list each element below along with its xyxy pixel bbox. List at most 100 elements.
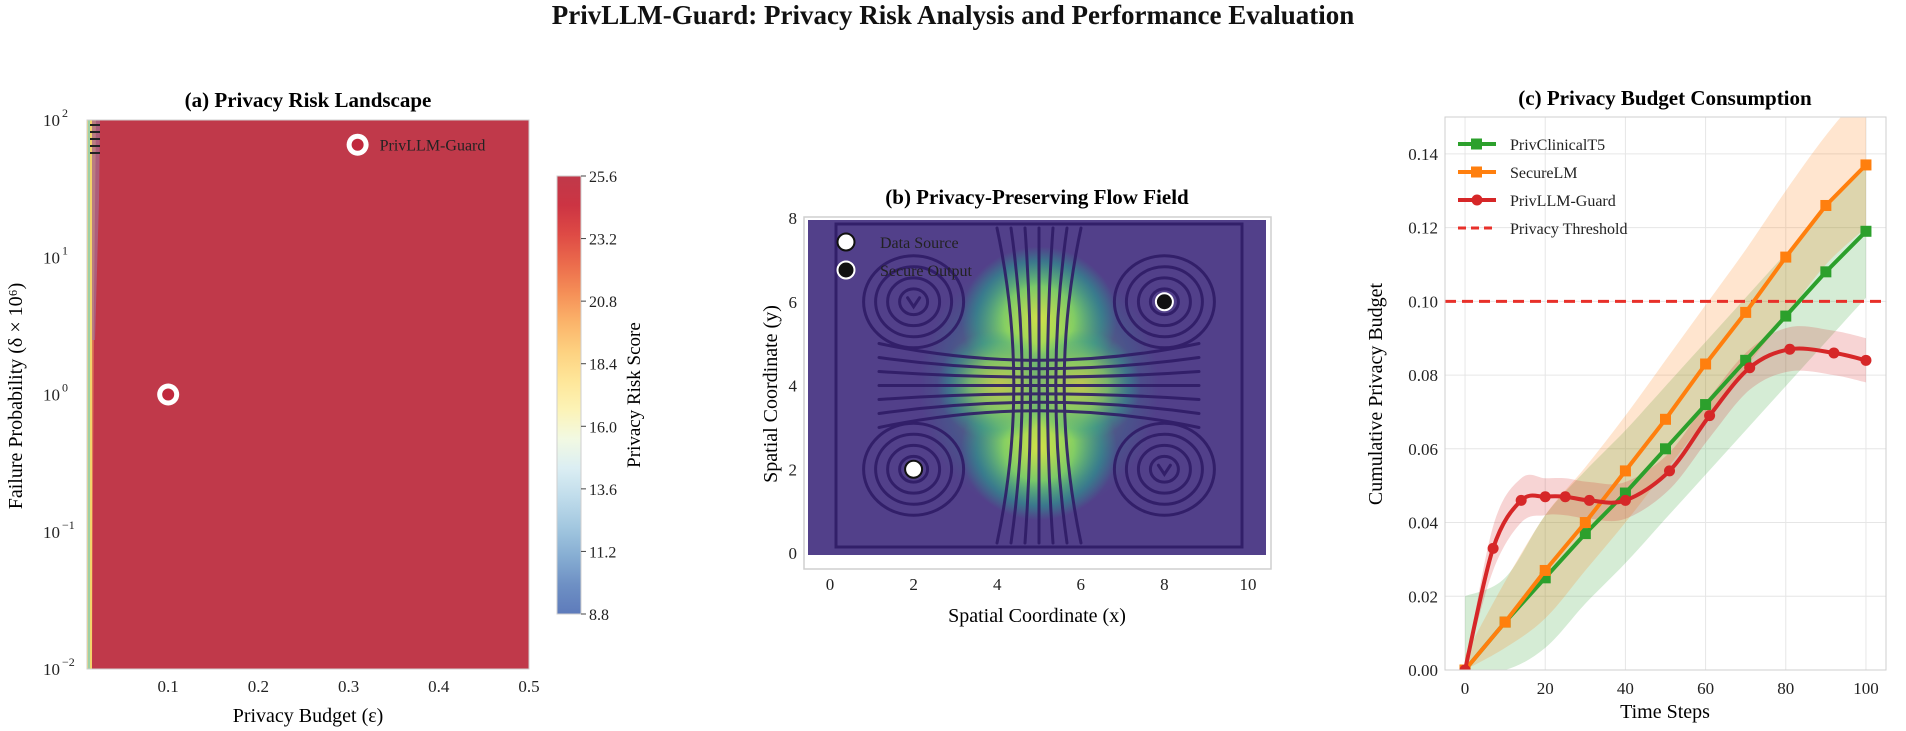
panel-b-legend-label: Secure Output bbox=[880, 263, 973, 280]
panel-c-marker bbox=[1700, 399, 1712, 411]
panel-b-y-tick: 2 bbox=[789, 460, 798, 479]
panel-c-marker bbox=[1579, 528, 1591, 540]
panel-a-colorbar-label: Privacy Risk Score bbox=[624, 322, 645, 468]
panel-b-ylabel: Spatial Coordinate (y) bbox=[760, 305, 782, 483]
panel-b-legend: Data Source Secure Output bbox=[836, 232, 973, 280]
panel-c-marker bbox=[1539, 564, 1551, 576]
panel-b-vortex-arrow bbox=[906, 296, 922, 310]
panel-a-ylabel: Failure Probability (δ × 10⁶) bbox=[5, 283, 27, 510]
panel-c-marker bbox=[1820, 266, 1832, 278]
panel-b-vortex-ring bbox=[898, 287, 930, 317]
panel-a-x-ticks: 0.1 0.2 0.3 0.4 0.5 bbox=[158, 677, 540, 696]
panel-a-x-tick: 0.1 bbox=[158, 677, 179, 696]
panel-c-y-ticks: 0.00 0.02 0.04 0.06 0.08 0.10 0.12 0.14 bbox=[1408, 145, 1438, 680]
panel-c-x-tick: 60 bbox=[1697, 679, 1714, 698]
panel-c-x-tick: 100 bbox=[1853, 679, 1879, 698]
panel-c-marker bbox=[1487, 542, 1499, 554]
panel-c-legend-marker bbox=[1471, 138, 1482, 150]
panel-a-y-tick-exp: 2 bbox=[62, 106, 68, 120]
panel-a-colorbar-tick-label: 13.6 bbox=[589, 482, 617, 499]
panel-c-marker bbox=[1619, 494, 1631, 506]
panel-b-vortex-ring bbox=[874, 432, 954, 506]
panel-b-x-tick: 4 bbox=[993, 575, 1002, 594]
panel-c-legend-marker bbox=[1471, 194, 1483, 206]
panel-b-x-ticks: 0 2 4 6 8 10 bbox=[826, 575, 1257, 594]
panel-c-marker bbox=[1583, 494, 1595, 506]
panel-b-vortex-ring bbox=[1112, 254, 1216, 350]
panel-b-x-tick: 8 bbox=[1160, 575, 1169, 594]
panel-b-x-tick: 10 bbox=[1240, 575, 1257, 594]
panel-b-legend-marker bbox=[836, 260, 856, 280]
panel-b-streamline bbox=[877, 400, 1201, 415]
panel-a-colorbar-tick-label: 23.2 bbox=[589, 232, 617, 249]
panel-c-marker bbox=[1579, 517, 1591, 529]
panel-c-xlabel: Time Steps bbox=[1620, 701, 1710, 723]
panel-c-marker bbox=[1820, 199, 1832, 211]
panel-a-y-tick-exp: 1 bbox=[62, 243, 68, 257]
panel-b-vortex-ring bbox=[1136, 443, 1192, 495]
panel-c-marker bbox=[1664, 465, 1676, 477]
panel-c-budget-consumption: (c) Privacy Budget Consumption 0 20 40 60 80… bbox=[1365, 86, 1887, 723]
panel-c-marker bbox=[1559, 491, 1571, 503]
panel-a-edge-contours bbox=[87, 120, 100, 669]
panel-a-marker-label: PrivLLM-Guard bbox=[380, 138, 486, 155]
panel-b-streamline bbox=[1045, 226, 1055, 545]
panel-c-marker bbox=[1704, 410, 1716, 422]
panel-c-legend-label: SecureLM bbox=[1510, 165, 1578, 182]
panel-b-vortex-ring bbox=[874, 265, 954, 339]
panel-c-marker bbox=[1700, 358, 1712, 370]
panel-a-title: (a) Privacy Risk Landscape bbox=[185, 88, 432, 112]
panel-b-vortex-ring bbox=[886, 276, 942, 328]
panel-c-marker bbox=[1539, 572, 1551, 584]
panel-b-vortex-ring bbox=[1136, 276, 1192, 328]
panel-a-y-tick-exp: 0 bbox=[62, 381, 68, 395]
panel-c-legend: PrivClinicalT5 SecureLM PrivLLM-Guard Priva… bbox=[1458, 137, 1627, 238]
panel-c-x-tick: 20 bbox=[1537, 679, 1554, 698]
panel-c-y-tick: 0.04 bbox=[1408, 514, 1438, 533]
panel-c-x-tick: 0 bbox=[1461, 679, 1470, 698]
panel-a-colorbar-tick-label: 18.4 bbox=[589, 357, 617, 374]
panel-b-y-tick: 0 bbox=[789, 544, 798, 563]
panel-b-vortex-ring bbox=[1124, 432, 1204, 506]
panel-a-marker-dot bbox=[162, 388, 175, 401]
panel-b-vortex-ring bbox=[1148, 454, 1180, 484]
panel-c-lines bbox=[1459, 159, 1872, 670]
panel-a-colorbar-ticks: 25.6 23.2 20.8 18.4 16.0 13.6 11.2 8.8 bbox=[581, 169, 617, 624]
panel-c-marker bbox=[1740, 306, 1752, 318]
panel-c-x-ticks: 0 20 40 60 80 100 bbox=[1461, 679, 1879, 698]
panel-b-streamline bbox=[877, 409, 1201, 429]
panel-a-xlabel: Privacy Budget (ε) bbox=[233, 705, 384, 727]
panel-c-plot-area bbox=[1445, 117, 1886, 670]
panel-c-marker bbox=[1539, 491, 1551, 503]
panel-b-flow-field: (b) Privacy-Preserving Flow Field 0 2 4 6 8 1… bbox=[760, 185, 1272, 627]
panel-b-vortex-ring bbox=[886, 443, 942, 495]
panel-c-x-tick: 40 bbox=[1617, 679, 1634, 698]
panel-a-y-tick-base: 10 bbox=[43, 111, 60, 130]
panel-b-vortex-ring bbox=[898, 454, 930, 484]
panel-c-frame bbox=[1444, 116, 1887, 671]
panel-c-marker bbox=[1860, 159, 1872, 171]
panel-b-vortex-ring bbox=[862, 254, 966, 350]
panel-a-y-tick-base: 10 bbox=[43, 660, 60, 679]
panel-a-x-tick: 0.4 bbox=[428, 677, 450, 696]
panel-b-y-tick: 8 bbox=[789, 209, 798, 228]
figure-title: PrivLLM-Guard: Privacy Risk Analysis and… bbox=[552, 0, 1355, 30]
panel-c-marker bbox=[1780, 310, 1792, 322]
panel-c-marker bbox=[1660, 443, 1671, 455]
panel-a-x-tick: 0.5 bbox=[518, 677, 539, 696]
panel-c-x-tick: 80 bbox=[1777, 679, 1794, 698]
panel-b-x-tick: 0 bbox=[826, 575, 835, 594]
panel-b-title: (b) Privacy-Preserving Flow Field bbox=[885, 185, 1189, 209]
panel-b-vortex-arrow bbox=[1156, 463, 1172, 477]
panel-a-y-tick-base: 10 bbox=[43, 248, 60, 267]
panel-c-y-tick: 0.14 bbox=[1408, 145, 1438, 164]
panel-b-vortex-ring bbox=[1148, 287, 1180, 317]
panel-c-y-tick: 0.10 bbox=[1408, 292, 1438, 311]
panel-b-x-tick: 6 bbox=[1077, 575, 1086, 594]
panel-a-markers: PrivLLM-Guard bbox=[157, 133, 486, 406]
panel-b-legend-label: Data Source bbox=[880, 235, 959, 252]
panel-b-legend-marker bbox=[836, 232, 856, 252]
panel-c-marker bbox=[1780, 251, 1792, 263]
